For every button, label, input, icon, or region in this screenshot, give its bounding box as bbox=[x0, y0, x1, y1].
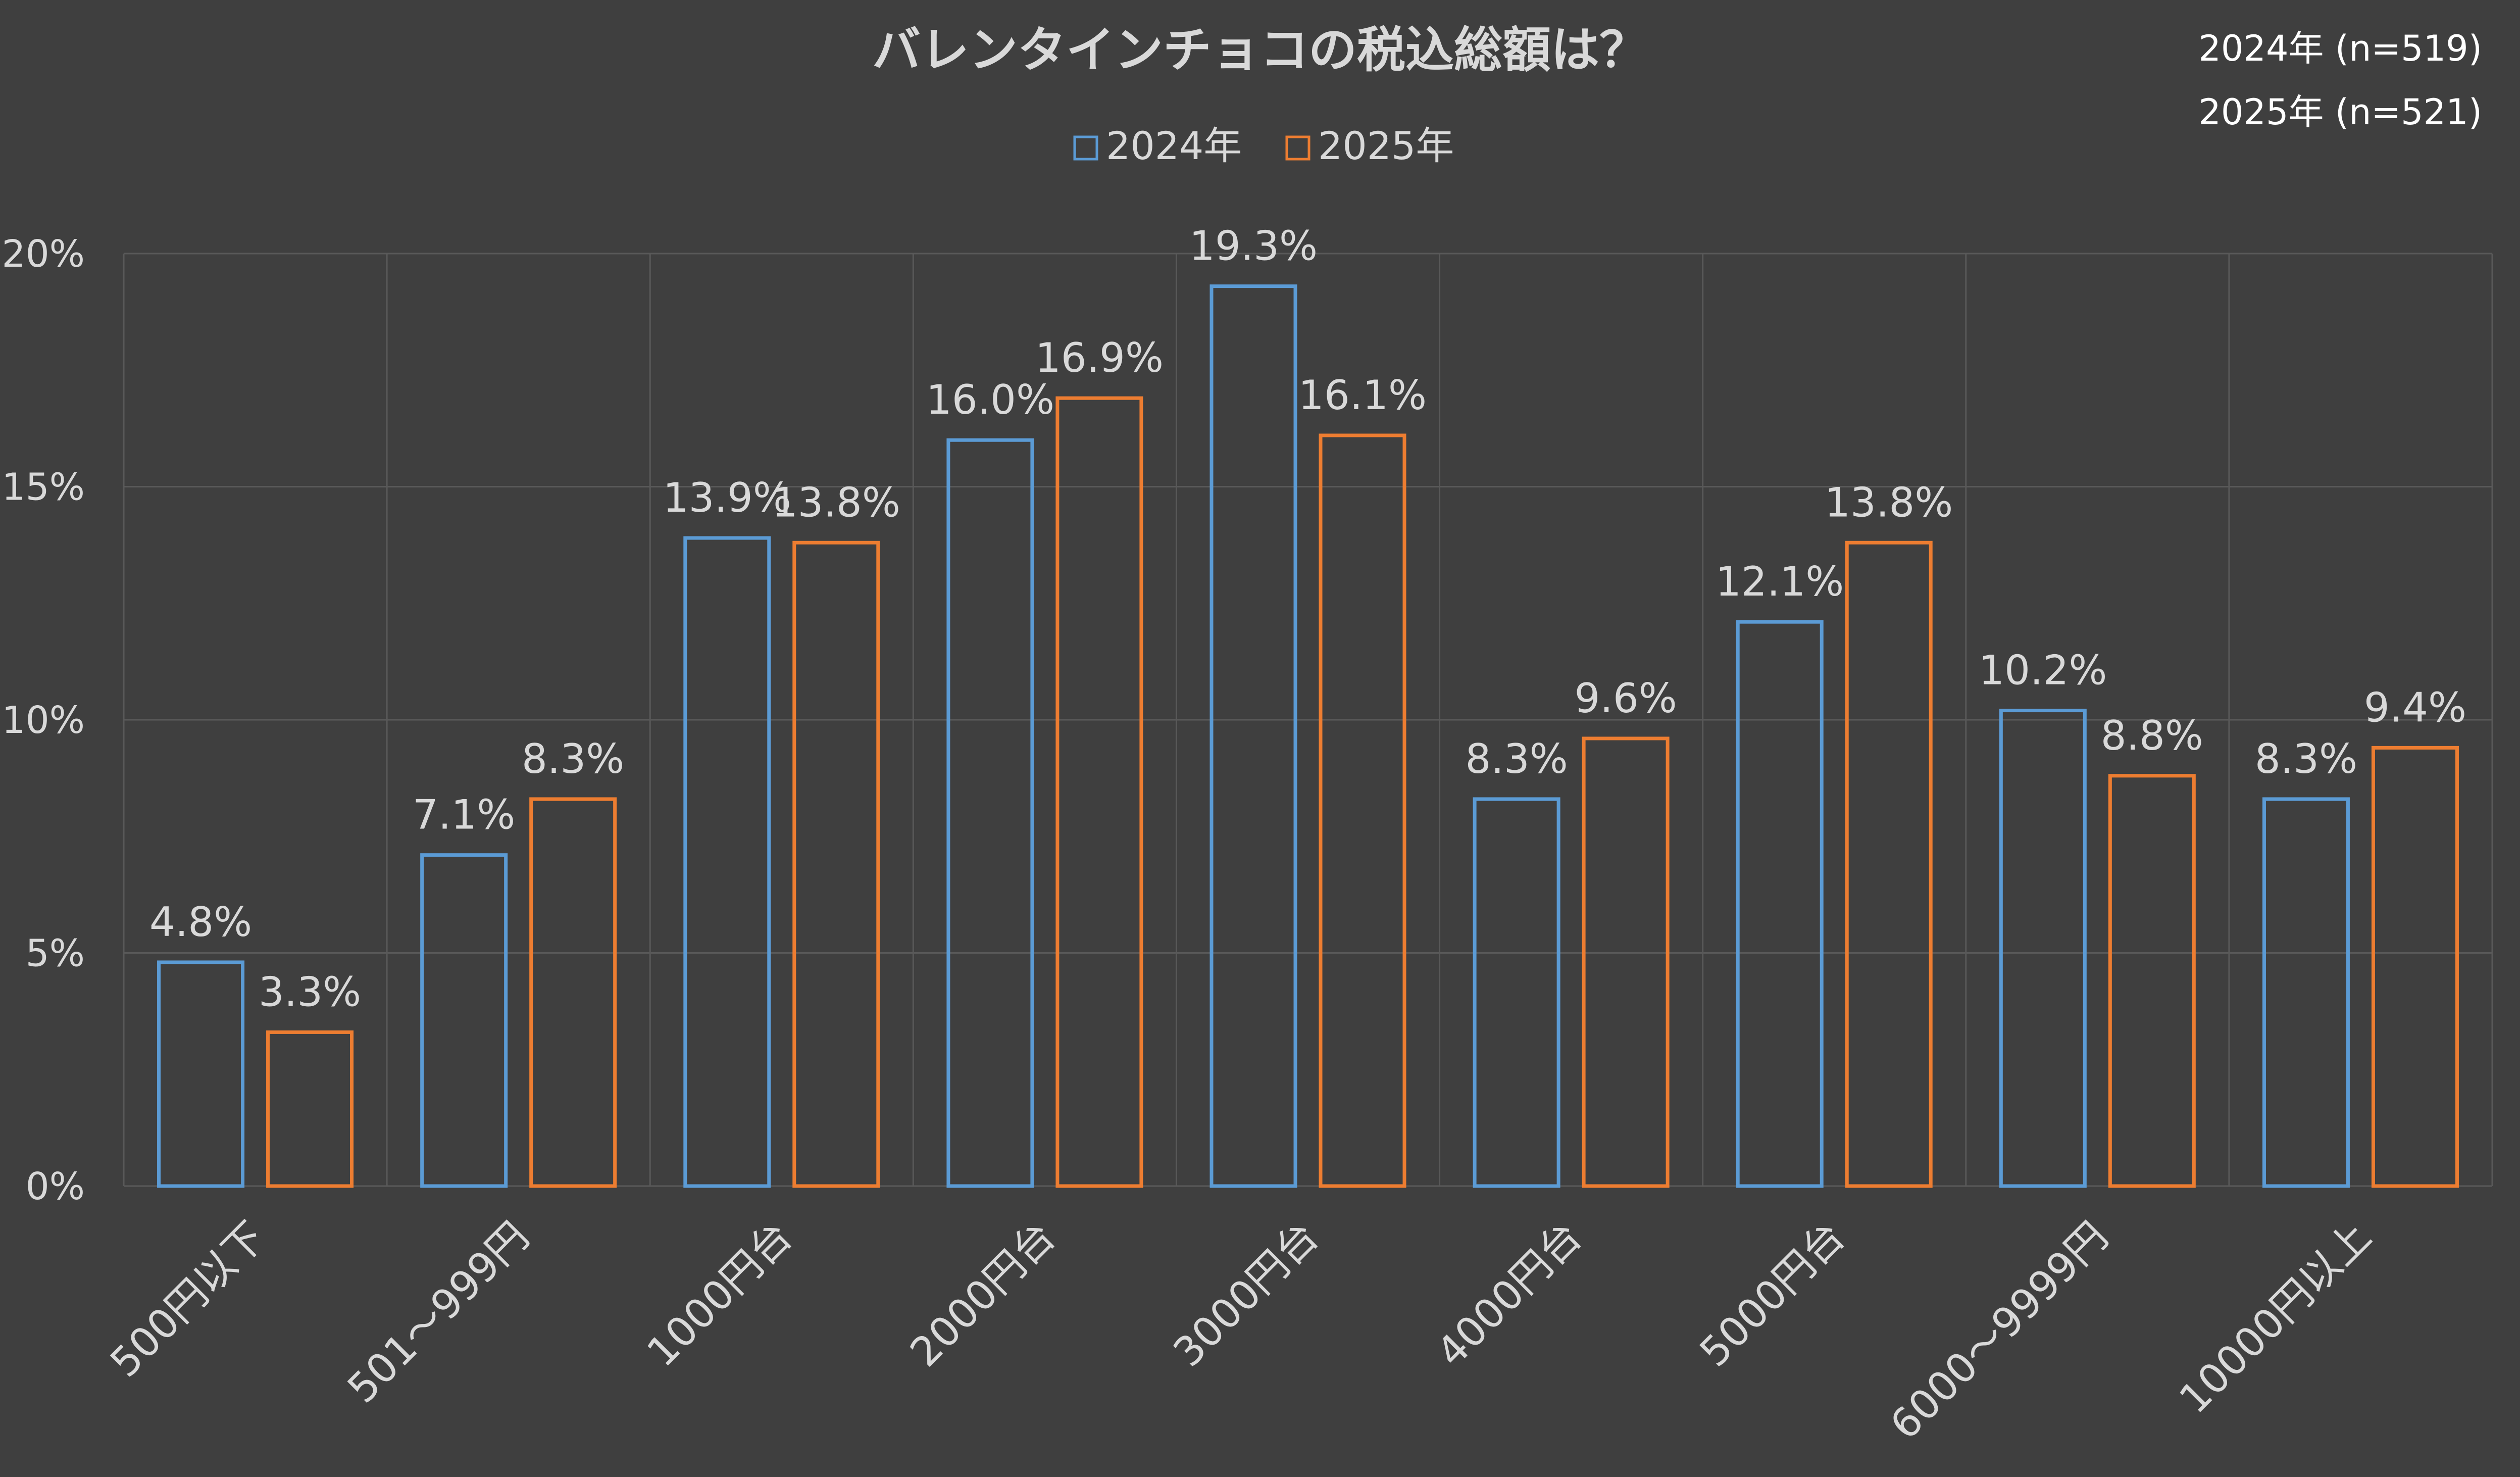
bar-2024 bbox=[1999, 709, 2087, 1188]
grid-layer bbox=[123, 253, 2493, 1187]
bar-2024 bbox=[946, 438, 1034, 1188]
data-label: 16.9% bbox=[1035, 334, 1164, 381]
bar-2024 bbox=[1209, 284, 1297, 1188]
y-tick-label: 10% bbox=[2, 699, 85, 742]
y-tick-label: 15% bbox=[2, 466, 85, 509]
bar-2025 bbox=[1582, 736, 1670, 1188]
bar-2025 bbox=[1319, 433, 1406, 1188]
data-label: 7.1% bbox=[413, 792, 515, 839]
y-axis-ticks: 0% 5% 10% 15% 20% bbox=[2, 232, 85, 1208]
data-label: 3.3% bbox=[259, 968, 361, 1015]
bar-2024 bbox=[2262, 797, 2350, 1188]
data-label: 13.8% bbox=[772, 479, 900, 526]
bar-2025 bbox=[1845, 540, 1933, 1188]
data-label: 9.6% bbox=[1574, 675, 1677, 722]
data-label: 4.8% bbox=[149, 899, 252, 946]
bars-layer bbox=[157, 284, 2459, 1188]
data-label: 10.2% bbox=[1979, 647, 2107, 694]
legend-label-2024: 2024年 bbox=[1106, 123, 1242, 168]
bar-2024 bbox=[1736, 620, 1824, 1188]
legend: 2024年 2025年 bbox=[1073, 123, 1454, 168]
bar-2025 bbox=[2371, 746, 2459, 1188]
y-tick-label: 5% bbox=[26, 932, 85, 975]
data-label: 8.3% bbox=[1465, 735, 1568, 782]
data-label: 8.3% bbox=[2255, 735, 2357, 782]
y-tick-label: 0% bbox=[26, 1165, 85, 1208]
sample-note-2025: 2025年 (n=521) bbox=[2198, 91, 2482, 133]
data-label: 12.1% bbox=[1716, 558, 1844, 605]
data-label: 13.8% bbox=[1825, 479, 1953, 526]
bar-2024 bbox=[157, 960, 245, 1188]
legend-swatch-2024 bbox=[1073, 135, 1098, 161]
data-label: 16.1% bbox=[1298, 372, 1427, 419]
data-label: 8.8% bbox=[2101, 712, 2203, 759]
bar-2024 bbox=[683, 536, 771, 1188]
bar-2025 bbox=[1055, 396, 1143, 1188]
data-label: 13.9% bbox=[663, 474, 791, 521]
y-tick-label: 20% bbox=[2, 232, 85, 276]
bar-2025 bbox=[266, 1030, 354, 1188]
data-labels-layer: 4.8%3.3%7.1%8.3%13.9%13.8%16.0%16.9%19.3… bbox=[149, 223, 2466, 1016]
data-label: 19.3% bbox=[1189, 223, 1318, 270]
chart-title: バレンタインチョコの税込総額は？ bbox=[872, 22, 1648, 78]
bar-2024 bbox=[420, 853, 508, 1188]
bar-2024 bbox=[1473, 797, 1560, 1188]
sample-note-2024: 2024年 (n=519) bbox=[2198, 28, 2482, 69]
bar-2025 bbox=[529, 797, 617, 1188]
bar-2025 bbox=[2108, 774, 2196, 1188]
data-label: 8.3% bbox=[522, 735, 624, 782]
bar-2025 bbox=[792, 540, 880, 1188]
legend-label-2025: 2025年 bbox=[1318, 123, 1454, 168]
data-label: 16.0% bbox=[926, 376, 1054, 423]
data-label: 9.4% bbox=[2364, 684, 2466, 731]
legend-swatch-2025 bbox=[1285, 135, 1311, 161]
